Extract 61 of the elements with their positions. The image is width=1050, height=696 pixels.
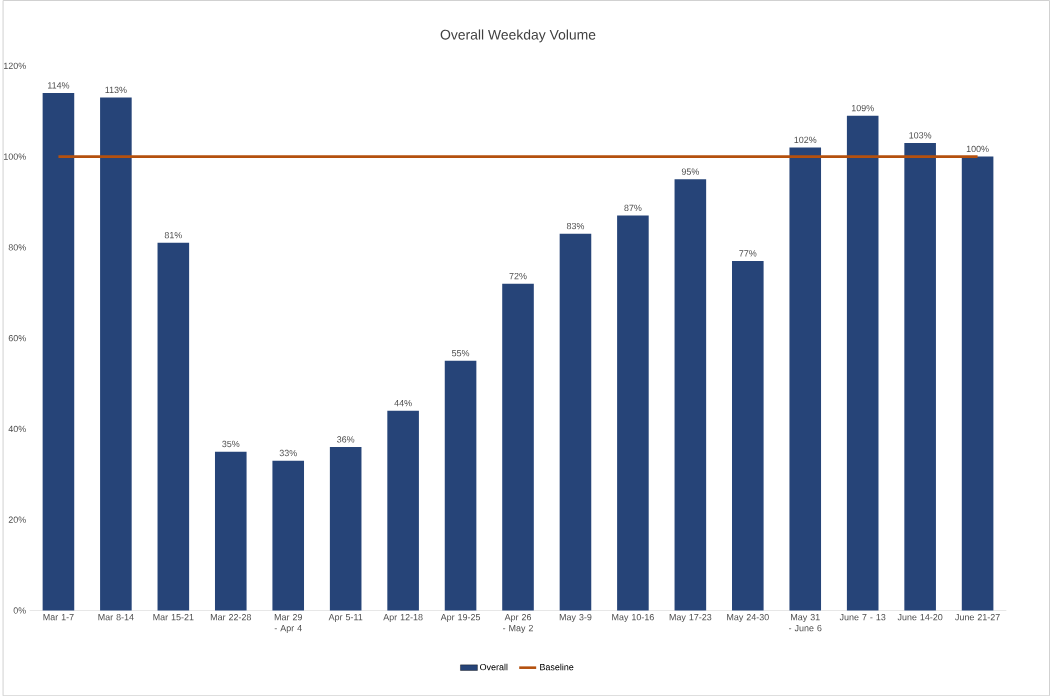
x-tick-label: Mar 8-14 xyxy=(98,613,134,621)
x-tick-label: Mar 29 - Apr 4 xyxy=(274,613,302,633)
data-label: 81% xyxy=(164,231,182,239)
data-label: 36% xyxy=(337,436,355,443)
bar xyxy=(272,460,305,611)
bar xyxy=(100,97,132,611)
y-tick-label: 120% xyxy=(4,62,26,69)
y-tick-label: 40% xyxy=(8,425,26,432)
legend-label: Baseline xyxy=(540,663,574,671)
x-tick-label: Apr 5-11 xyxy=(328,613,363,622)
bar xyxy=(559,233,592,611)
bar xyxy=(502,283,534,611)
x-tick-label: May 31 - June 6 xyxy=(789,613,822,632)
x-tick-label: May 24-30 xyxy=(727,613,769,622)
bar xyxy=(444,360,477,611)
y-tick-label: 100% xyxy=(4,153,26,160)
x-tick-label: Apr 26 - May 2 xyxy=(503,613,533,633)
data-label: 72% xyxy=(509,272,527,280)
x-tick-label: May 17-23 xyxy=(669,613,712,622)
data-label: 87% xyxy=(624,204,642,211)
x-tick-label: May 10-16 xyxy=(612,613,654,622)
bar xyxy=(789,147,822,611)
data-label: 100% xyxy=(966,145,989,152)
legend-label: Overall xyxy=(480,663,508,671)
data-label: 55% xyxy=(451,349,470,357)
data-label: 109% xyxy=(851,104,874,112)
bar xyxy=(961,156,994,611)
bar xyxy=(674,179,707,611)
bar xyxy=(42,92,75,611)
x-tick-label: May 3-9 xyxy=(559,613,592,622)
x-tick-label: Apr 12-18 xyxy=(383,613,423,622)
x-tick-label: Apr 19-25 xyxy=(440,613,481,622)
bar xyxy=(617,215,649,611)
bar xyxy=(904,142,936,611)
data-label: 103% xyxy=(909,132,932,139)
x-tick-label: June 21-27 xyxy=(955,613,1000,621)
bar xyxy=(329,446,362,611)
data-label: 114% xyxy=(48,82,70,89)
chart-title: Overall Weekday Volume xyxy=(440,29,596,43)
x-tick-label: June 14-20 xyxy=(897,613,943,621)
data-label: 44% xyxy=(394,399,412,407)
bar xyxy=(157,242,190,611)
x-tick-label: Mar 22-28 xyxy=(210,613,251,621)
x-tick-label: Mar 15-21 xyxy=(153,613,194,621)
bar xyxy=(214,451,247,611)
bar xyxy=(846,115,879,611)
bar xyxy=(387,410,419,611)
y-tick-label: 80% xyxy=(8,244,26,251)
data-label: 102% xyxy=(794,136,817,143)
y-tick-label: 60% xyxy=(8,334,26,342)
y-tick-label: 0% xyxy=(13,607,26,614)
data-label: 83% xyxy=(566,222,585,230)
data-label: 95% xyxy=(681,168,699,175)
bar xyxy=(732,260,764,611)
y-tick-label: 20% xyxy=(8,516,26,523)
data-label: 33% xyxy=(279,449,297,457)
x-tick-label: June 7 - 13 xyxy=(839,613,886,621)
data-label: 77% xyxy=(739,250,757,257)
data-label: 113% xyxy=(105,86,127,93)
x-tick-label: Mar 1-7 xyxy=(43,613,74,621)
data-label: 35% xyxy=(222,440,240,447)
